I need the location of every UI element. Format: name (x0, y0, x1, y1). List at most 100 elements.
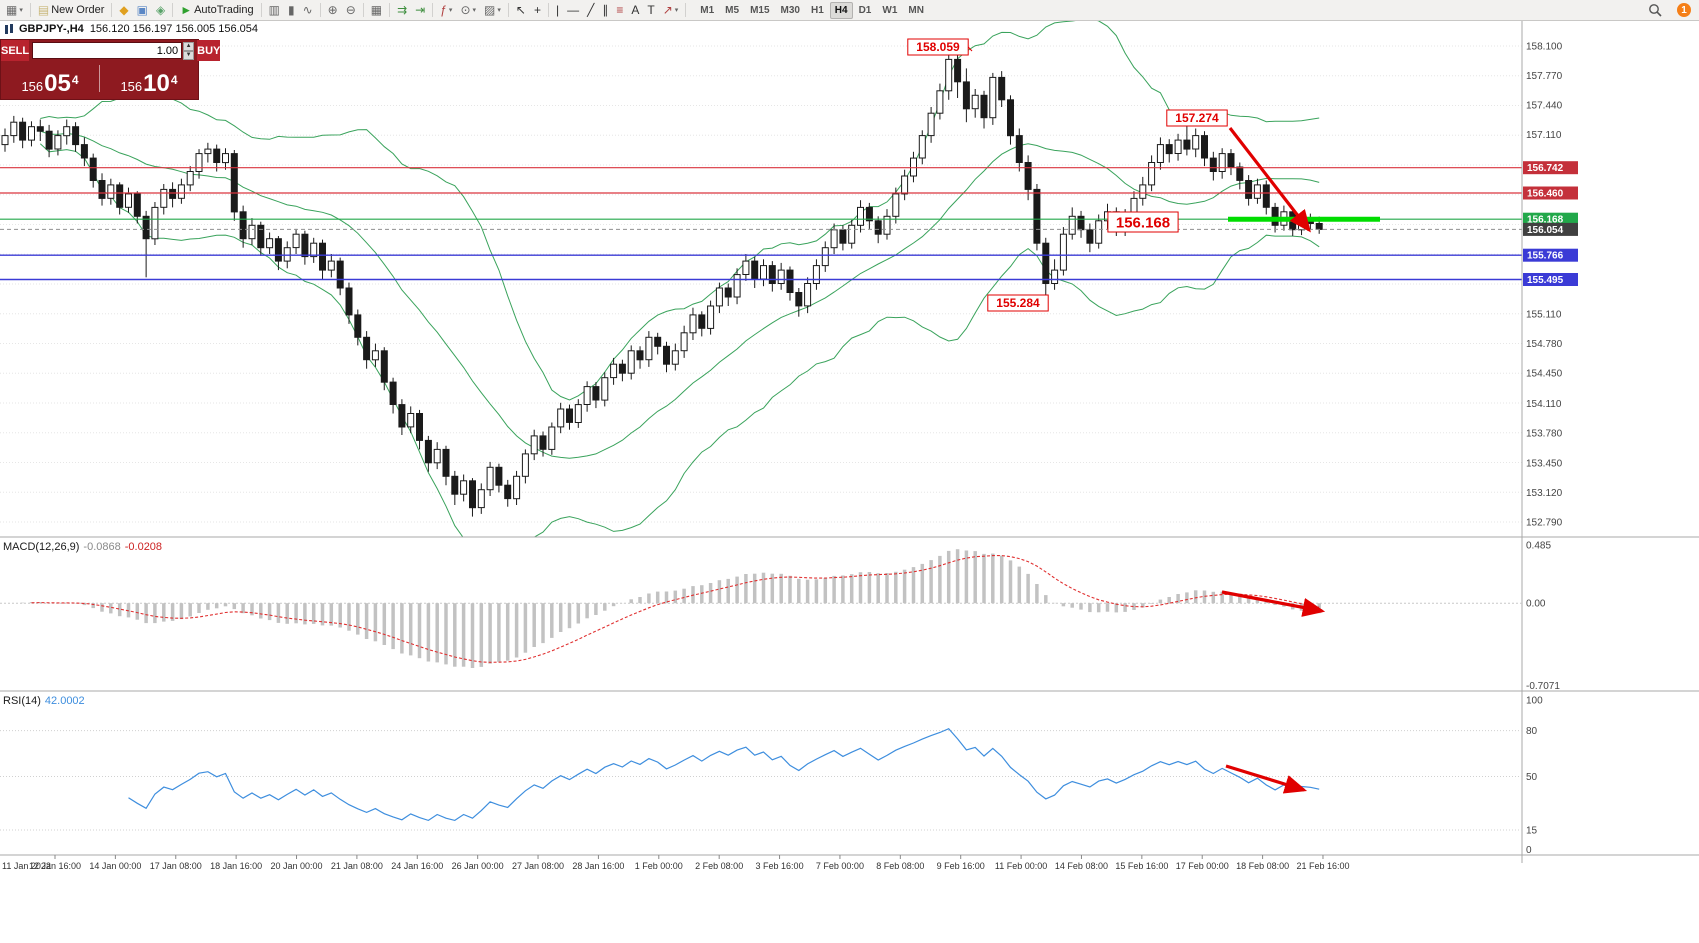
svg-text:156.168: 156.168 (1116, 214, 1170, 231)
volume-control: ▲ ▼ (29, 40, 197, 61)
price-chart-canvas[interactable]: 158.100 157.770 157.440 157.110 155.110 154.7… (0, 20, 1699, 943)
bar-chart-button[interactable]: ▥ (265, 2, 284, 18)
chart-shift-icon: ⇥ (415, 3, 426, 17)
svg-text:154.450: 154.450 (1526, 369, 1563, 380)
vertical-line-button[interactable]: | (552, 2, 563, 18)
horizontal-lines-layer[interactable] (0, 167, 1522, 281)
price-tag (1523, 222, 1578, 236)
auto-scroll-button[interactable]: ⇉ (393, 2, 411, 18)
indicators-button[interactable]: ƒ ▾ (436, 2, 456, 18)
timeframe-d1-button[interactable]: D1 (858, 4, 872, 16)
line-chart-button[interactable]: ∿ (299, 2, 317, 18)
svg-text:28 Jan 16:00: 28 Jan 16:00 (572, 861, 624, 871)
annotation-box[interactable] (907, 38, 969, 56)
cursor-icon: ↖ (515, 3, 526, 17)
toolbar-separator (362, 3, 364, 17)
options-button[interactable]: ▣ (133, 2, 152, 18)
timeframe-m1-button[interactable]: M1 (700, 4, 715, 16)
chart-ohlc-readout: GBPJPY-,H4 156.120 156.197 156.005 156.0… (5, 23, 258, 35)
svg-text:100: 100 (1526, 696, 1543, 707)
periods-button[interactable]: ⊙ ▾ (456, 2, 480, 18)
macd-main-value: -0.0868 (83, 541, 121, 553)
annotations-layer[interactable]: 158.059 157.274 156.168 155.284 (907, 38, 1228, 312)
sell-button[interactable]: SELL (1, 40, 30, 61)
line-chart-icon: ∿ (302, 3, 313, 17)
svg-text:2 Feb 08:00: 2 Feb 08:00 (695, 861, 743, 871)
autotrading-button[interactable]: ► AutoTrading (176, 2, 257, 18)
svg-text:20 Jan 00:00: 20 Jan 00:00 (270, 861, 322, 871)
horizontal-line-button[interactable]: — (563, 2, 583, 18)
macd-pane[interactable] (0, 549, 1522, 668)
new-chart-icon: ▦ (6, 3, 18, 17)
trend-arrow[interactable] (1228, 127, 1311, 233)
volume-increment-button[interactable]: ▲ (183, 42, 195, 51)
text-button[interactable]: A (627, 2, 643, 18)
notification-badge[interactable]: 1 (1677, 3, 1691, 17)
channel-button[interactable]: ∥ (598, 2, 612, 18)
timeframe-mn-button[interactable]: MN (908, 4, 924, 16)
candlestick-chart-button[interactable]: ▮ (284, 2, 299, 18)
timeframe-h4-button[interactable]: H4 (829, 1, 853, 19)
svg-text:9 Feb 16:00: 9 Feb 16:00 (937, 861, 985, 871)
toolbar-buttons: ▦ ▾ ▤ New Order ◆ ▣ ◈ ► AutoTrading ▥ ▮ ∿ ⊕ ⊖ ▦ ⇉ ⇥ ƒ ▾ ⊙ ▾ ▨… (0, 0, 689, 20)
volume-input[interactable] (32, 42, 183, 59)
search-button[interactable] (1648, 3, 1663, 18)
buy-button[interactable]: BUY (197, 40, 221, 61)
rsi-pane[interactable] (0, 727, 1522, 831)
trendline-button[interactable]: ╱ (583, 2, 598, 18)
svg-text:17 Feb 00:00: 17 Feb 00:00 (1176, 861, 1229, 871)
trend-arrow[interactable] (1221, 590, 1326, 617)
data-window-button[interactable]: ◈ (152, 2, 169, 18)
timeframe-m5-button[interactable]: M5 (725, 4, 740, 16)
svg-text:153.450: 153.450 (1526, 458, 1563, 469)
svg-text:27 Jan 08:00: 27 Jan 08:00 (512, 861, 564, 871)
ask-base: 156 (120, 79, 143, 94)
timeframe-w1-button[interactable]: W1 (882, 4, 898, 16)
svg-text:155.110: 155.110 (1526, 310, 1562, 321)
svg-text:156.168: 156.168 (1527, 215, 1564, 226)
tile-windows-button[interactable]: ▦ (367, 2, 386, 18)
svg-text:0: 0 (1526, 845, 1532, 856)
indicators-icon: ƒ (440, 3, 447, 17)
metaeditor-button[interactable]: ◆ (115, 2, 132, 18)
templates-button[interactable]: ▨ ▾ (480, 2, 505, 18)
svg-text:24 Jan 16:00: 24 Jan 16:00 (391, 861, 443, 871)
volume-decrement-button[interactable]: ▼ (183, 51, 195, 60)
bid-price[interactable]: 156 05 4 (3, 72, 97, 96)
annotation-box[interactable] (1107, 211, 1179, 233)
macd-signal-value: -0.0208 (124, 541, 163, 553)
svg-text:158.059: 158.059 (916, 40, 960, 54)
ask-price[interactable]: 156 10 4 (102, 72, 196, 96)
metaeditor-icon: ◆ (119, 3, 129, 17)
arrows-button[interactable]: ↗ ▾ (659, 2, 683, 18)
zoom-in-button[interactable]: ⊕ (324, 2, 342, 18)
candlestick-icon (5, 24, 8, 34)
crosshair-button[interactable]: + (530, 2, 545, 18)
svg-text:21 Jan 08:00: 21 Jan 08:00 (331, 861, 383, 871)
chart-shift-button[interactable]: ⇥ (411, 2, 429, 18)
price-tag (1523, 248, 1578, 262)
svg-text:15 Feb 16:00: 15 Feb 16:00 (1115, 861, 1168, 871)
rsi-value: 42.0002 (44, 695, 85, 707)
svg-text:1 Feb 00:00: 1 Feb 00:00 (635, 861, 683, 871)
timeframe-m30-button[interactable]: M30 (780, 4, 800, 16)
auto-scroll-icon: ⇉ (397, 3, 408, 17)
timeframe-h1-button[interactable]: H1 (810, 4, 824, 16)
annotation-box[interactable] (1166, 109, 1228, 127)
label-button[interactable]: T (643, 2, 658, 18)
annotation-box[interactable] (987, 294, 1049, 312)
trend-arrow[interactable] (1225, 764, 1308, 794)
fibonacci-button[interactable]: ≡ (612, 2, 627, 18)
toolbar-separator (685, 3, 687, 17)
svg-text:0.485: 0.485 (1526, 541, 1551, 552)
new-order-button[interactable]: ▤ New Order (34, 2, 109, 18)
new-chart-button[interactable]: ▦ ▾ (2, 2, 27, 18)
zoom-out-button[interactable]: ⊖ (342, 2, 360, 18)
periods-icon: ⊙ (460, 3, 471, 17)
cursor-button[interactable]: ↖ (512, 2, 530, 18)
volume-spinner: ▲ ▼ (183, 42, 195, 60)
svg-text:50: 50 (1526, 772, 1538, 783)
svg-text:-0.7071: -0.7071 (1526, 681, 1560, 692)
timeframe-m15-button[interactable]: M15 (750, 4, 770, 16)
